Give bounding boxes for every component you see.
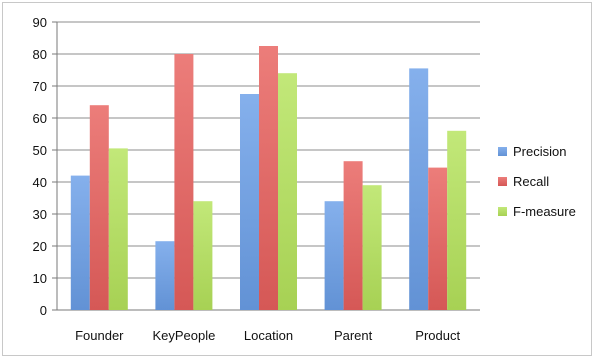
x-tick-label: KeyPeople (152, 328, 215, 343)
bar-founder-precision (70, 175, 90, 310)
legend-label-precision: Precision (513, 144, 566, 159)
bar-keypeople-precision (155, 241, 175, 310)
y-tick-label: 70 (33, 79, 47, 94)
chart-frame: 0 10 20 30 40 50 60 70 80 90 Founder KeyPeople Loca… (2, 2, 592, 356)
legend-swatch-precision (498, 147, 507, 156)
y-tick-label: 80 (33, 47, 47, 62)
x-axis: Founder KeyPeople Location Parent Product (75, 328, 460, 343)
y-tick-label: 0 (40, 303, 47, 318)
y-axis: 0 10 20 30 40 50 60 70 80 90 (33, 15, 58, 318)
y-tick-label: 50 (33, 143, 47, 158)
bar-keypeople-recall (174, 54, 194, 310)
bar-parent-precision (324, 201, 344, 310)
bar-product-f-measure (447, 130, 467, 310)
bar-location-recall (259, 46, 278, 310)
x-tick-label: Product (415, 328, 460, 343)
legend-label-f-measure: F-measure (513, 204, 576, 219)
y-tick-label: 60 (33, 111, 47, 126)
legend: Precision Recall F-measure (498, 144, 576, 219)
x-tick-label: Parent (334, 328, 373, 343)
bar-parent-f-measure (362, 185, 382, 310)
y-tick-label: 90 (33, 15, 47, 30)
y-tick-label: 20 (33, 239, 47, 254)
legend-swatch-f-measure (498, 207, 507, 216)
bar-chart: 0 10 20 30 40 50 60 70 80 90 Founder KeyPeople Loca… (33, 15, 576, 343)
x-tick-label: Founder (75, 328, 124, 343)
bar-founder-recall (89, 105, 109, 310)
bar-product-recall (428, 167, 448, 310)
bar-parent-recall (343, 161, 363, 310)
bar-founder-f-measure (108, 148, 128, 310)
y-tick-label: 40 (33, 175, 47, 190)
bar-location-f-measure (278, 73, 297, 310)
bars (70, 46, 467, 311)
y-tick-label: 30 (33, 207, 47, 222)
bar-product-precision (409, 68, 429, 311)
bar-location-precision (240, 94, 259, 310)
x-tick-label: Location (244, 328, 293, 343)
legend-swatch-recall (498, 177, 507, 186)
legend-label-recall: Recall (513, 174, 549, 189)
y-tick-label: 10 (33, 271, 47, 286)
bar-keypeople-f-measure (193, 201, 213, 310)
